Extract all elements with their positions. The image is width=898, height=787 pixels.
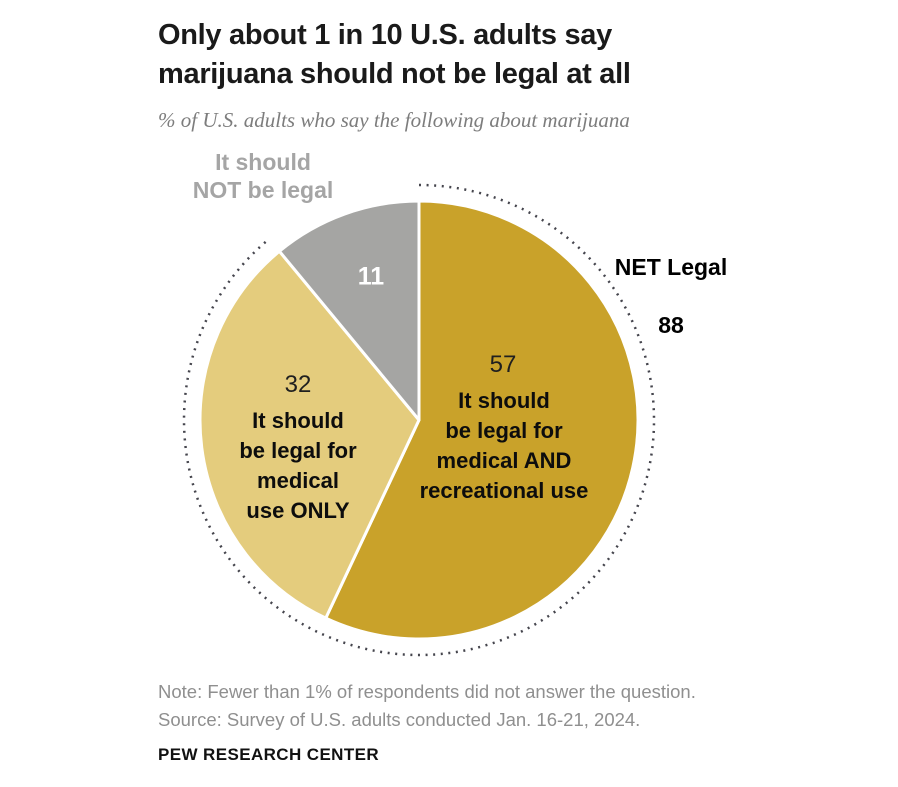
slice-label-medical-and-recreational: It should be legal for medical AND recre… bbox=[419, 388, 589, 503]
source-text: Source: Survey of U.S. adults conducted … bbox=[158, 709, 641, 730]
chart-subtitle: % of U.S. adults who say the following a… bbox=[158, 108, 630, 132]
slice-label-medical-only: It should be legal for medical use ONLY bbox=[239, 408, 357, 523]
pie-slice-not-legal bbox=[277, 199, 421, 422]
note-text: Note: Fewer than 1% of respondents did n… bbox=[158, 681, 696, 702]
slice-value-not-legal: 11 bbox=[357, 262, 385, 291]
brand-text: PEW RESEARCH CENTER bbox=[158, 745, 380, 764]
slice-value-medical-only: 32 bbox=[284, 371, 312, 398]
net-legal-value: 88 bbox=[658, 312, 684, 338]
pie-slice-medical-and-recreational bbox=[324, 199, 640, 641]
chart-title: Only about 1 in 10 U.S. adults say marij… bbox=[158, 19, 631, 90]
net-legal-dotted-arc bbox=[182, 183, 656, 657]
net-legal-label: NET Legal bbox=[614, 254, 728, 280]
not-legal-callout-label: It should NOT be legal bbox=[192, 149, 334, 203]
pie-slice-medical-only bbox=[198, 249, 421, 620]
slice-value-medical-and-recreational: 57 bbox=[489, 351, 517, 378]
net-legal-callout: NET Legal 88 bbox=[615, 224, 727, 369]
